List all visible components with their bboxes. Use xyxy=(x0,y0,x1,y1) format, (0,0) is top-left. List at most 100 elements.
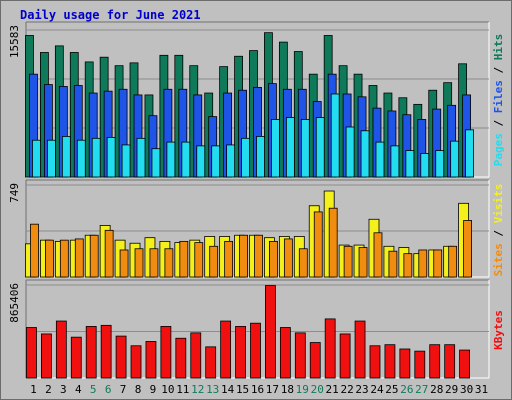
x-tick-label-day-24: 24 xyxy=(370,383,384,396)
bar-kbytes-day-25 xyxy=(384,344,396,379)
x-tick-label-day-9: 9 xyxy=(150,383,157,396)
bar-kbytes-day-13 xyxy=(205,346,217,379)
bar-kbytes-day-22 xyxy=(339,333,351,379)
bar-kbytes-day-6 xyxy=(100,324,112,379)
x-tick-label-day-16: 16 xyxy=(251,383,264,396)
bar-pages-day-27 xyxy=(420,153,430,178)
x-tick-label-day-19: 19 xyxy=(296,383,309,396)
legend-separator: / xyxy=(492,60,505,80)
bar-sites-day-16 xyxy=(254,234,263,278)
bar-pages-day-22 xyxy=(345,126,355,178)
bar-pages-day-17 xyxy=(271,119,280,178)
bar-sites-day-3 xyxy=(59,239,69,278)
bar-kbytes-day-9 xyxy=(145,341,157,379)
bar-pages-day-13 xyxy=(211,145,221,178)
bar-pages-day-21 xyxy=(330,93,340,178)
bar-sites-day-19 xyxy=(298,248,308,278)
bar-kbytes-day-26 xyxy=(399,348,411,379)
bar-kbytes-day-27 xyxy=(414,350,426,379)
bar-sites-day-12 xyxy=(194,242,204,278)
bar-sites-day-5 xyxy=(89,234,99,278)
x-tick-label-day-20: 20 xyxy=(311,383,324,396)
x-tick-label-day-26: 26 xyxy=(400,383,413,396)
bar-kbytes-day-18 xyxy=(279,327,291,379)
chart-title: Daily usage for June 2021 xyxy=(20,8,201,22)
bar-pages-day-15 xyxy=(241,137,250,178)
bar-pages-day-16 xyxy=(256,136,265,178)
legend-kbytes: KBytes xyxy=(492,310,505,350)
series-legend: KBytes xyxy=(492,310,505,350)
series-legend: Pages / Files / Hits xyxy=(492,34,505,167)
x-tick-label-day-17: 17 xyxy=(266,383,279,396)
x-tick-label-day-22: 22 xyxy=(340,383,353,396)
bar-kbytes-day-5 xyxy=(85,326,97,379)
bar-sites-day-18 xyxy=(283,238,293,278)
legend-pages: Pages xyxy=(492,133,505,166)
bar-sites-day-8 xyxy=(134,248,144,278)
x-tick-label-day-25: 25 xyxy=(385,383,398,396)
bar-sites-day-29 xyxy=(448,245,458,278)
bar-sites-day-11 xyxy=(179,240,189,278)
bar-sites-day-7 xyxy=(119,249,129,278)
bar-sites-day-24 xyxy=(373,232,383,278)
x-tick-label-day-1: 1 xyxy=(30,383,37,396)
bar-kbytes-day-16 xyxy=(250,322,261,379)
bar-kbytes-day-19 xyxy=(294,332,306,379)
x-tick-label-day-2: 2 xyxy=(45,383,52,396)
bar-sites-day-20 xyxy=(313,211,323,278)
bar-sites-day-27 xyxy=(418,249,428,278)
bar-pages-day-23 xyxy=(360,130,370,178)
bar-sites-day-28 xyxy=(433,249,443,278)
x-tick-label-day-13: 13 xyxy=(206,383,219,396)
bar-kbytes-day-30 xyxy=(459,349,470,379)
panel-kbytes: 865406 KBytes xyxy=(8,279,505,379)
bar-pages-day-5 xyxy=(91,137,101,178)
bar-sites-day-10 xyxy=(164,248,174,278)
bar-sites-day-9 xyxy=(149,248,159,278)
bar-sites-day-25 xyxy=(388,250,398,278)
x-tick-label-day-5: 5 xyxy=(90,383,97,396)
bar-kbytes-day-17 xyxy=(265,285,276,379)
bar-sites-day-6 xyxy=(104,229,114,278)
series-legend: Sites / Visits xyxy=(492,184,505,277)
bar-pages-day-14 xyxy=(226,144,236,178)
bar-kbytes-day-20 xyxy=(309,342,321,379)
x-tick-label-day-11: 11 xyxy=(176,383,189,396)
bar-pages-day-3 xyxy=(61,136,71,178)
x-tick-label-day-4: 4 xyxy=(75,383,82,396)
bar-sites-day-21 xyxy=(328,207,338,278)
ymax-label: 15583 xyxy=(8,25,21,58)
bar-pages-day-8 xyxy=(136,137,146,178)
bar-pages-day-24 xyxy=(375,141,385,178)
x-tick-label-day-3: 3 xyxy=(60,383,67,396)
x-tick-label-day-14: 14 xyxy=(221,383,235,396)
x-tick-label-day-27: 27 xyxy=(415,383,428,396)
bar-kbytes-day-12 xyxy=(190,332,202,379)
bar-sites-day-4 xyxy=(74,238,84,278)
bar-sites-day-26 xyxy=(403,253,413,278)
bar-pages-day-7 xyxy=(121,144,131,178)
bar-pages-day-28 xyxy=(435,150,445,178)
x-tick-label-day-21: 21 xyxy=(326,383,339,396)
bar-pages-day-30 xyxy=(465,129,474,178)
ymax-label: 865406 xyxy=(8,283,21,323)
bar-kbytes-day-28 xyxy=(429,344,441,379)
bar-pages-day-12 xyxy=(196,145,206,178)
bar-pages-day-4 xyxy=(76,139,86,178)
bar-sites-day-23 xyxy=(358,247,368,278)
bar-sites-day-2 xyxy=(45,239,54,278)
x-tick-label-day-8: 8 xyxy=(135,383,142,396)
bar-pages-day-29 xyxy=(450,140,460,178)
legend-separator: / xyxy=(492,223,505,243)
bar-sites-day-13 xyxy=(209,245,219,278)
legend-hits: Hits xyxy=(492,34,505,61)
x-tick-label-day-6: 6 xyxy=(105,383,112,396)
bar-sites-day-17 xyxy=(269,240,278,278)
bar-pages-day-11 xyxy=(181,141,191,178)
bar-pages-day-10 xyxy=(166,141,176,178)
legend-sites: Sites xyxy=(492,243,505,276)
x-tick-label-day-7: 7 xyxy=(120,383,127,396)
bar-kbytes-day-29 xyxy=(444,344,456,379)
x-tick-label-day-30: 30 xyxy=(460,383,473,396)
x-tick-label-day-29: 29 xyxy=(445,383,458,396)
